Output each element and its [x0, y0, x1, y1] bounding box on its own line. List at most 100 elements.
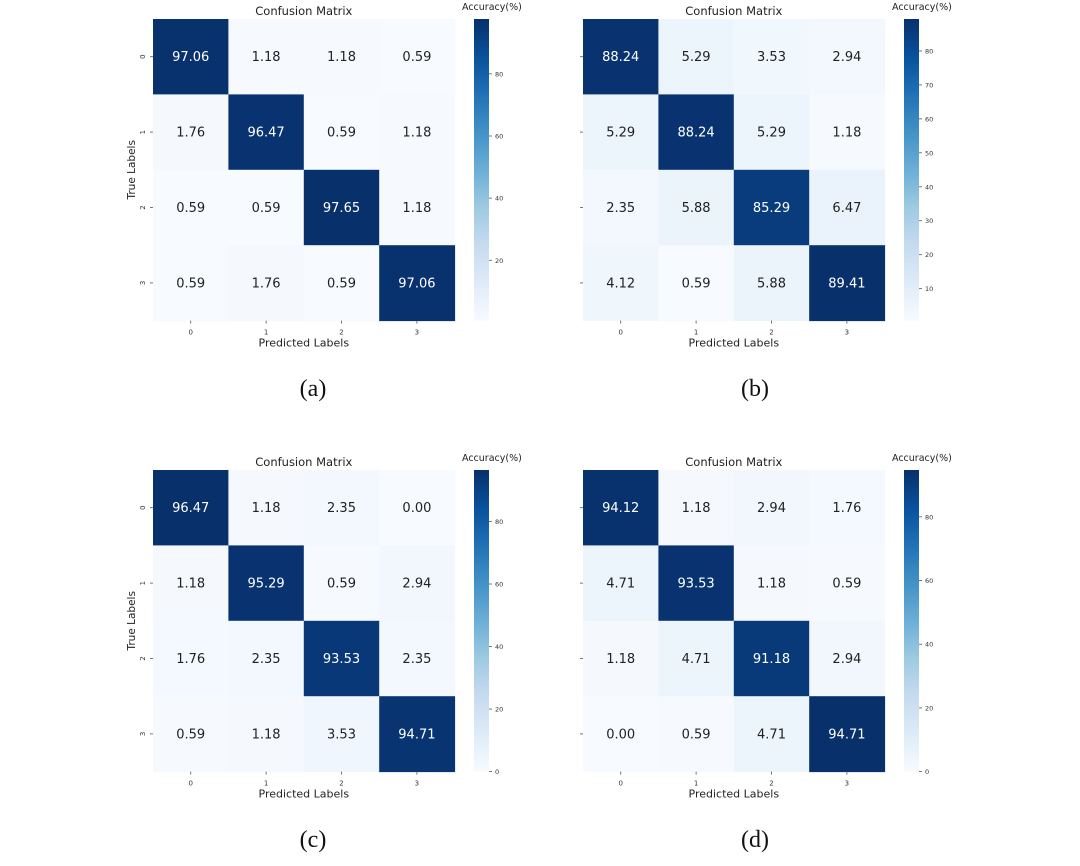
chart-title: Confusion Matrix	[255, 455, 352, 469]
x-tick-label: 2	[769, 329, 773, 337]
cell-value-label: 5.88	[682, 201, 711, 216]
y-axis-label: True Labels	[126, 140, 138, 200]
x-axis-label: Predicted Labels	[259, 788, 350, 801]
heatmap-cell	[658, 696, 735, 773]
heatmap-cell	[733, 245, 810, 322]
heatmap-cell	[733, 19, 810, 95]
x-tick-label: 0	[618, 780, 622, 788]
colorbar-tick-label: 20	[925, 251, 933, 259]
cell-value-label: 1.18	[402, 126, 431, 141]
chart-title: Confusion Matrix	[255, 4, 352, 18]
x-axis-label: Predicted Labels	[689, 337, 780, 350]
heatmap-cell	[153, 545, 229, 622]
heatmap-cell	[658, 94, 735, 171]
cell-value-label: 5.29	[682, 50, 711, 65]
heatmap-cell	[583, 245, 659, 322]
colorbar-label: Accuracy(%)	[462, 2, 522, 13]
colorbar-tick-label: 30	[925, 217, 933, 225]
heatmap-cell	[658, 620, 735, 697]
colorbar-tick-label: 10	[925, 285, 933, 293]
heatmap-cell	[658, 545, 735, 622]
heatmap-cell	[733, 545, 810, 622]
heatmap-cell	[583, 169, 659, 246]
cell-value-label: 4.71	[757, 727, 786, 742]
cell-value-label: 1.76	[252, 276, 281, 291]
heatmap-cell	[658, 245, 735, 322]
cell-value-label: 0.59	[682, 276, 711, 291]
heatmap-cell	[153, 169, 229, 246]
cell-value-label: 1.18	[252, 727, 281, 742]
cell-value-label: 0.59	[402, 50, 431, 65]
heatmap-cell	[733, 620, 810, 697]
x-tick-label: 2	[339, 329, 343, 337]
x-axis-label: Predicted Labels	[259, 337, 350, 350]
cell-value-label: 88.24	[602, 50, 639, 65]
cell-value-label: 0.59	[327, 126, 356, 141]
confusion-matrix-panel-2: Confusion Matrix 96.47 1.18 2.35 0.00 1.18 95.…	[126, 453, 522, 853]
cell-value-label: 1.18	[327, 50, 356, 65]
panel-label: (d)	[741, 827, 769, 853]
heatmap-cell	[228, 696, 305, 773]
cell-value-label: 97.65	[323, 201, 360, 216]
cell-value-label: 3.53	[327, 727, 356, 742]
cell-value-label: 0.00	[402, 501, 431, 516]
heatmap-cell	[303, 169, 380, 246]
cell-value-label: 0.59	[176, 276, 205, 291]
heatmap-cell	[809, 245, 886, 322]
x-tick-label: 3	[415, 780, 419, 788]
panel-label: (c)	[300, 827, 327, 853]
colorbar-tick-label: 60	[925, 115, 933, 123]
cell-value-label: 2.35	[327, 501, 356, 516]
x-tick-label: 2	[769, 780, 773, 788]
heatmap-cell	[809, 620, 886, 697]
x-tick-label: 3	[845, 329, 849, 337]
colorbar-tick-label: 80	[495, 518, 503, 526]
x-tick-label: 3	[845, 780, 849, 788]
chart-title: Confusion Matrix	[685, 4, 782, 18]
heatmap-cell	[379, 169, 456, 246]
cell-value-label: 2.94	[402, 577, 431, 592]
cell-value-label: 1.18	[682, 501, 711, 516]
cell-value-label: 2.35	[252, 652, 281, 667]
cell-value-label: 96.47	[172, 501, 209, 516]
cell-value-label: 91.18	[753, 652, 790, 667]
heatmap-cell	[228, 169, 305, 246]
y-tick-label: 1	[139, 130, 147, 134]
cell-value-label: 94.12	[602, 501, 639, 516]
heatmap-cell	[303, 94, 380, 171]
colorbar-tick-label: 0	[925, 768, 929, 776]
cell-value-label: 0.59	[252, 201, 281, 216]
panel-label: (a)	[300, 376, 327, 402]
cell-value-label: 97.06	[172, 50, 209, 65]
heatmap-cell	[583, 545, 659, 622]
heatmap-cell	[153, 245, 229, 322]
colorbar-tick-label: 40	[495, 643, 503, 651]
colorbar-tick-label: 40	[925, 641, 933, 649]
colorbar	[474, 19, 489, 321]
y-tick-label: 3	[139, 281, 147, 285]
heatmap-cell	[733, 696, 810, 773]
y-tick-label: 3	[139, 732, 147, 736]
colorbar-tick-label: 20	[495, 257, 503, 265]
heatmap-cell	[733, 470, 810, 546]
cell-value-label: 2.94	[832, 652, 861, 667]
heatmap-cell	[153, 94, 229, 171]
heatmap-cell	[658, 169, 735, 246]
colorbar-tick-label: 40	[925, 183, 933, 191]
cell-value-label: 1.18	[252, 501, 281, 516]
heatmap-cell	[809, 169, 886, 246]
cell-value-label: 1.76	[832, 501, 861, 516]
colorbar-tick-label: 20	[925, 704, 933, 712]
heatmap-cell	[583, 470, 659, 546]
colorbar-tick-label: 20	[495, 706, 503, 714]
panel-label: (b)	[741, 376, 769, 402]
heatmap-cell	[809, 696, 886, 773]
x-axis-label: Predicted Labels	[689, 788, 780, 801]
cell-value-label: 0.59	[176, 727, 205, 742]
heatmap-cell	[303, 470, 380, 546]
heatmap-cell	[379, 245, 456, 322]
heatmap-cell	[379, 620, 456, 697]
heatmap-cell	[303, 696, 380, 773]
cell-value-label: 3.53	[757, 50, 786, 65]
